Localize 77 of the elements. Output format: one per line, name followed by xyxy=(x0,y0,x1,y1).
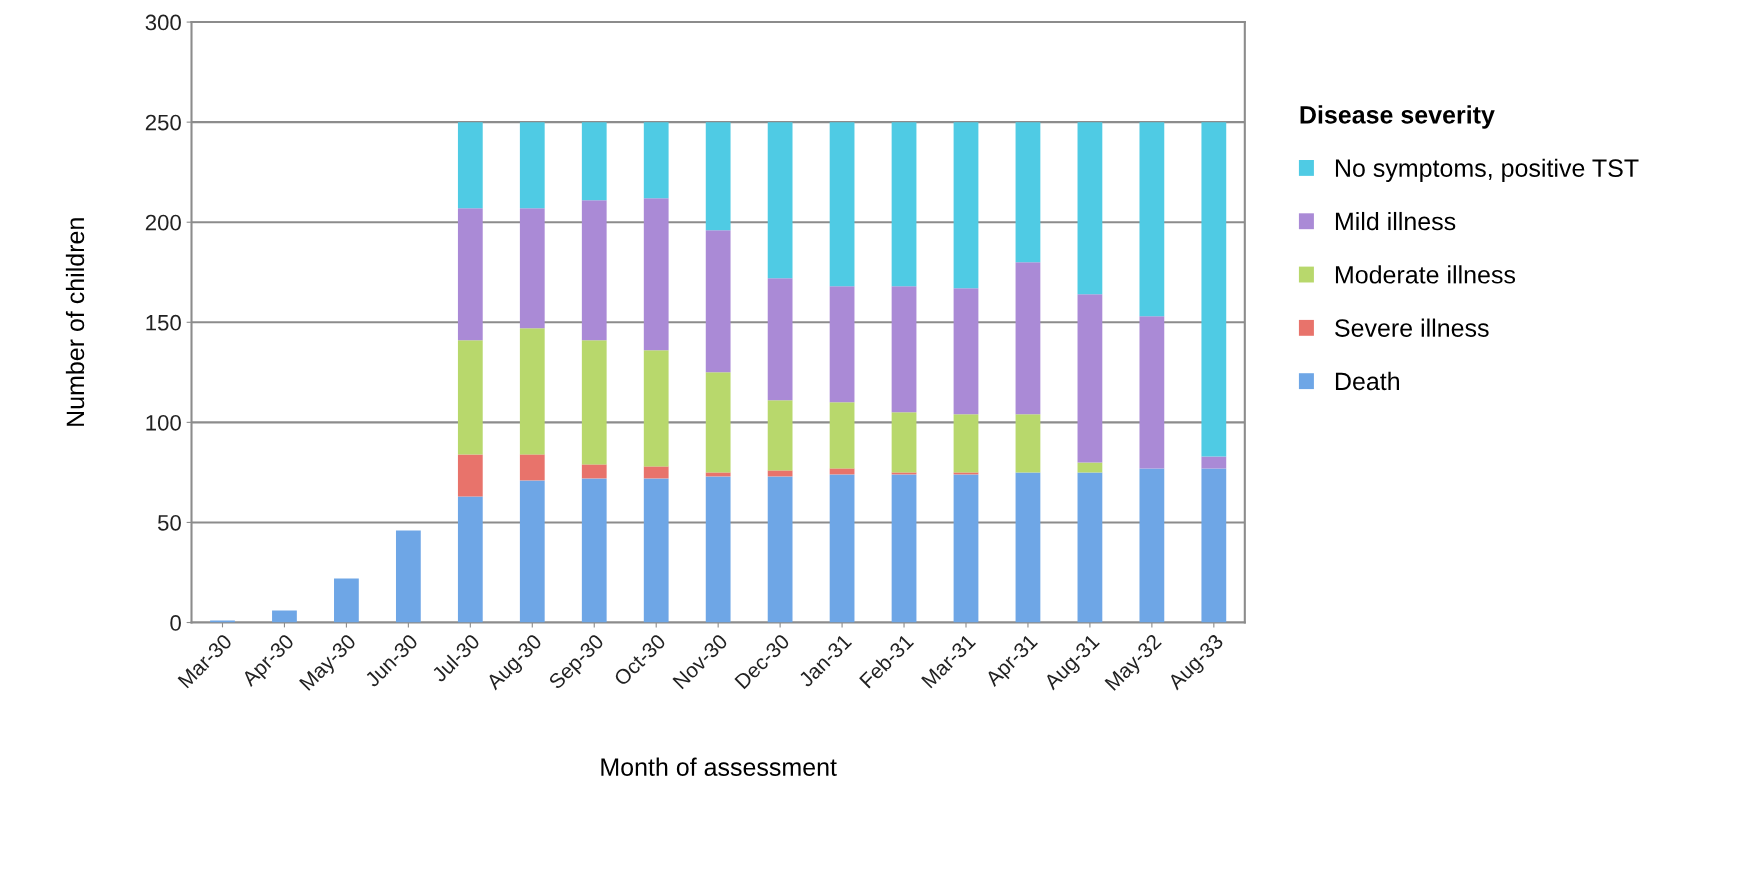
legend-label: Death xyxy=(1335,371,1399,391)
bar xyxy=(1077,472,1103,623)
bar xyxy=(457,208,483,341)
bar xyxy=(457,122,483,209)
bar xyxy=(519,454,545,481)
y-tick-label: 150 xyxy=(146,314,181,331)
bar xyxy=(581,464,607,479)
legend-label: Severe illness xyxy=(1335,318,1489,337)
bar xyxy=(519,208,545,329)
bar xyxy=(829,468,855,475)
y-tick-label: 200 xyxy=(145,214,181,231)
bar xyxy=(1077,462,1103,473)
bar xyxy=(581,122,607,201)
bar xyxy=(581,200,607,341)
bar xyxy=(767,122,793,279)
bar xyxy=(1201,122,1227,457)
y-tick-label: 0 xyxy=(170,615,181,631)
bar xyxy=(1139,468,1165,623)
y-tick-label: 250 xyxy=(145,114,181,131)
bar xyxy=(705,476,731,623)
bar xyxy=(581,478,607,623)
bar xyxy=(581,340,607,465)
bar xyxy=(643,478,669,623)
bar xyxy=(1139,316,1165,469)
bar xyxy=(1015,472,1041,623)
bar xyxy=(953,122,979,289)
bar xyxy=(1077,122,1103,295)
legend-label: Mild illness xyxy=(1335,211,1456,231)
bar xyxy=(891,472,917,475)
bar xyxy=(457,454,483,497)
bar xyxy=(643,122,669,199)
bar xyxy=(829,474,855,623)
bar xyxy=(953,414,979,473)
bar xyxy=(643,466,669,479)
legend-label: No symptoms, positive TST xyxy=(1335,158,1639,182)
y-axis-title: Number of children xyxy=(65,218,85,426)
bar xyxy=(1015,414,1041,473)
bar xyxy=(519,122,545,209)
bar xyxy=(891,474,917,623)
bar xyxy=(1015,262,1041,415)
bar xyxy=(334,578,359,623)
y-tick-label: 50 xyxy=(157,514,181,531)
bar xyxy=(829,402,855,469)
bar xyxy=(705,230,731,373)
bar xyxy=(272,610,297,623)
bar xyxy=(767,400,793,471)
bar xyxy=(1139,122,1165,317)
bar xyxy=(457,496,483,623)
bar xyxy=(1201,456,1227,469)
bar xyxy=(767,470,793,477)
bar xyxy=(705,372,731,473)
legend-label: Moderate illness xyxy=(1335,265,1516,284)
bar xyxy=(1201,468,1227,623)
y-tick-label: 300 xyxy=(145,14,181,31)
bar xyxy=(829,286,855,403)
legend-title: Disease severity xyxy=(1300,105,1495,129)
y-tick-label: 100 xyxy=(146,414,181,431)
bar xyxy=(705,122,731,231)
bar xyxy=(643,198,669,351)
bar xyxy=(1077,294,1103,463)
bar xyxy=(767,278,793,401)
bar xyxy=(767,476,793,623)
bar xyxy=(953,288,979,415)
x-axis-title: Month of assessment xyxy=(601,757,837,776)
bar xyxy=(457,340,483,455)
bar xyxy=(891,122,917,287)
bar xyxy=(643,350,669,467)
bar xyxy=(705,472,731,477)
bar xyxy=(519,328,545,455)
bar xyxy=(953,474,979,623)
bar xyxy=(829,122,855,287)
bar xyxy=(1015,122,1041,263)
bar xyxy=(519,480,545,623)
bar xyxy=(891,412,917,473)
bar xyxy=(953,472,979,475)
bar xyxy=(891,286,917,413)
bar xyxy=(395,530,421,623)
